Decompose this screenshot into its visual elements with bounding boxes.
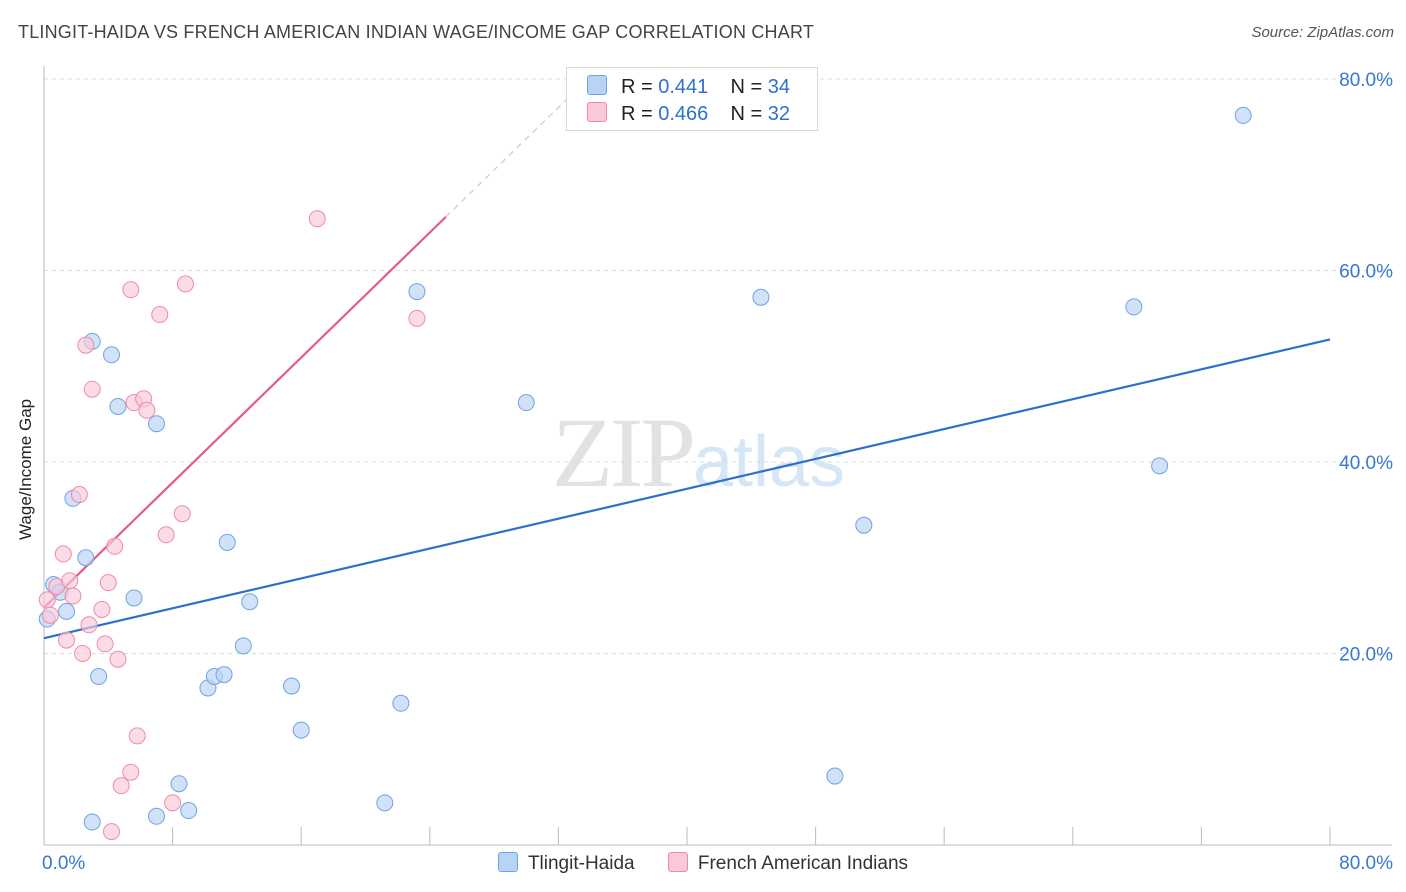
point-french-american-indians — [80, 616, 98, 634]
point-tlingit-haida — [103, 346, 121, 364]
legend-n-value: 32 — [767, 103, 791, 125]
watermark: ZIPatlas — [552, 395, 845, 510]
y-tick-label: 80.0% — [1339, 70, 1393, 91]
point-tlingit-haida — [77, 549, 95, 567]
point-french-american-indians — [96, 635, 114, 653]
point-french-american-indians — [408, 309, 426, 327]
point-french-american-indians — [93, 600, 111, 618]
point-tlingit-haida — [215, 666, 233, 684]
point-tlingit-haida — [218, 533, 236, 551]
legend-swatch-blue — [497, 852, 518, 872]
point-french-american-indians — [112, 777, 130, 795]
point-french-american-indians — [70, 486, 88, 504]
point-tlingit-haida — [826, 767, 844, 785]
point-tlingit-haida — [148, 415, 166, 433]
point-tlingit-haida — [170, 775, 188, 793]
point-tlingit-haida — [125, 589, 143, 607]
point-french-american-indians — [128, 727, 146, 745]
point-tlingit-haida — [180, 802, 198, 820]
x-tick-label: 80.0% — [1339, 853, 1393, 874]
legend-swatch-blue — [587, 75, 607, 95]
point-tlingit-haida — [376, 794, 394, 812]
point-tlingit-haida — [241, 593, 259, 611]
trend-lines — [43, 63, 1331, 640]
legend-n-label: N = — [730, 103, 763, 125]
legend-n-label: N = — [730, 76, 763, 98]
axes — [43, 66, 1392, 846]
point-tlingit-haida — [292, 721, 310, 739]
point-french-american-indians — [83, 380, 101, 398]
legend-label: French American Indians — [697, 853, 909, 874]
point-tlingit-haida — [148, 807, 166, 825]
legend-r-label: R = — [621, 103, 653, 125]
point-french-american-indians — [151, 306, 169, 324]
point-french-american-indians — [58, 631, 76, 649]
gridlines — [44, 78, 1392, 654]
point-french-american-indians — [77, 336, 95, 354]
y-tick-label: 40.0% — [1339, 453, 1393, 474]
trend-line-french-american-indians — [43, 216, 447, 609]
point-french-american-indians — [138, 401, 156, 419]
point-french-american-indians — [64, 587, 82, 605]
point-french-american-indians — [122, 281, 140, 299]
trend-line-extension — [445, 63, 604, 218]
point-tlingit-haida — [408, 283, 426, 301]
series-legend: Tlingit-Haida French American Indians — [0, 852, 1406, 875]
point-tlingit-haida — [1234, 106, 1252, 124]
point-french-american-indians — [122, 763, 140, 781]
point-tlingit-haida — [1151, 457, 1169, 475]
point-french-american-indians — [74, 645, 92, 662]
point-tlingit-haida — [234, 637, 252, 655]
point-french-american-indians — [54, 545, 72, 563]
point-tlingit-haida — [90, 667, 108, 685]
point-french-american-indians — [176, 275, 194, 293]
point-tlingit-haida — [752, 288, 770, 306]
legend-r-label: R = — [621, 76, 653, 98]
point-tlingit-haida — [283, 677, 301, 695]
legend-swatch-pink — [667, 852, 688, 872]
point-french-american-indians — [38, 591, 56, 609]
legend-r-value: 0.466 — [658, 103, 709, 125]
legend-item-tlingit-haida[interactable]: Tlingit-Haida — [497, 852, 635, 875]
legend-label: Tlingit-Haida — [527, 853, 635, 874]
watermark-zip: ZIP — [552, 397, 696, 508]
point-tlingit-haida — [83, 813, 101, 831]
point-tlingit-haida — [392, 694, 410, 712]
point-tlingit-haida — [517, 394, 535, 412]
point-french-american-indians — [41, 606, 59, 624]
stats-legend: R = 0.441 N = 34 R = 0.466 N = 32 — [566, 67, 818, 131]
point-french-american-indians — [99, 574, 117, 592]
legend-swatch-pink — [587, 102, 607, 122]
y-tick-label: 20.0% — [1339, 645, 1393, 666]
point-french-american-indians — [61, 572, 79, 590]
point-french-american-indians — [103, 823, 121, 841]
legend-row-tlingit: R = 0.441 N = 34 — [587, 75, 790, 101]
point-french-american-indians — [308, 210, 326, 228]
point-french-american-indians — [164, 794, 182, 812]
tick-labels: 20.0% 40.0% 60.0% 80.0% 0.0% 80.0% — [42, 70, 1393, 874]
trend-line-tlingit-haida — [43, 338, 1331, 640]
data-points — [38, 106, 1252, 841]
point-french-american-indians — [157, 526, 175, 544]
point-french-american-indians — [106, 537, 124, 555]
source-credit: Source: ZipAtlas.com — [1251, 24, 1394, 41]
legend-n-value: 34 — [767, 76, 791, 98]
point-tlingit-haida — [1125, 298, 1143, 316]
legend-r-value: 0.441 — [658, 76, 709, 98]
point-tlingit-haida — [109, 397, 127, 415]
point-tlingit-haida — [58, 602, 76, 620]
x-tick-label: 0.0% — [42, 853, 85, 874]
legend-item-french-american-indians[interactable]: French American Indians — [667, 852, 909, 875]
point-tlingit-haida — [855, 516, 873, 534]
legend-row-french: R = 0.466 N = 32 — [587, 102, 790, 128]
y-axis-label: Wage/Income Gap — [16, 398, 35, 540]
point-french-american-indians — [173, 505, 191, 523]
point-french-american-indians — [109, 650, 127, 668]
y-tick-label: 60.0% — [1339, 262, 1393, 283]
chart-title: TLINGIT-HAIDA VS FRENCH AMERICAN INDIAN … — [18, 22, 815, 42]
